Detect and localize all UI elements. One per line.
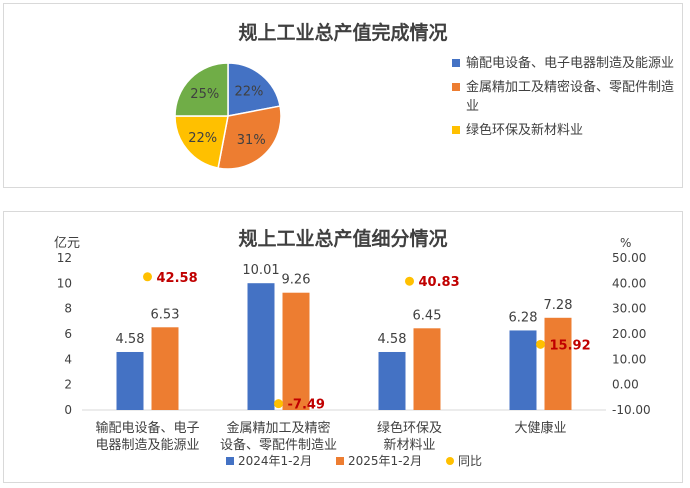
bar-2025-label: 7.28 <box>544 298 573 313</box>
bar-chart-panel: 规上工业总产值细分情况 亿元% 0 2 4 6 8 10 12 -10.00 0.00 10.00 2… <box>3 211 683 483</box>
right-axis-unit: % <box>620 236 631 250</box>
legend-label: 绿色环保及新材料业 <box>466 123 584 138</box>
bar-2024-label: 4.58 <box>378 332 407 347</box>
pie-legend: 输配电设备、电子电器制造及能源业金属精加工及精密设备、零配件制造业绿色环保及新材… <box>452 54 682 145</box>
bar-2024 <box>509 330 537 410</box>
right-tick-label: -10.00 <box>612 403 651 417</box>
pie-legend-item: 金属精加工及精密设备、零配件制造业 <box>452 78 682 116</box>
category-label: 设备、零配件制造业 <box>220 437 337 453</box>
pie-chart: 22% 31% 22% 25% <box>174 62 282 170</box>
yoy-dot <box>274 399 283 409</box>
bar-2024-label: 6.28 <box>509 310 538 325</box>
right-tick-label: 40.00 <box>612 276 646 290</box>
left-tick-label: 12 <box>57 251 72 265</box>
left-tick-label: 0 <box>64 403 72 417</box>
left-axis-unit: 亿元 <box>54 236 80 251</box>
category-label: 大健康业 <box>514 420 566 436</box>
bar-2025 <box>282 292 310 410</box>
category-label: 新材料业 <box>383 437 435 453</box>
legend-label: 金属精加工及精密设备、零配件制造业 <box>466 80 675 114</box>
bar-2025 <box>544 317 572 410</box>
pie-slice <box>217 105 282 170</box>
left-tick-label: 4 <box>64 352 72 366</box>
category-label: 电器制造及能源业 <box>95 438 199 453</box>
pie-slice <box>174 115 229 169</box>
bar-chart-title: 规上工业总产值细分情况 <box>238 228 448 250</box>
pie-chart-title: 规上工业总产值完成情况 <box>238 22 448 44</box>
left-tick-label: 10 <box>57 276 72 290</box>
bar-2025-label: 6.45 <box>413 308 442 323</box>
bar-2025-label: 6.53 <box>151 307 180 322</box>
bar-2025 <box>151 327 179 410</box>
right-tick-label: 30.00 <box>612 302 646 316</box>
yoy-label: -7.49 <box>288 398 325 413</box>
legend-label: 输配电设备、电子电器制造及能源业 <box>466 56 675 71</box>
yoy-label: 15.92 <box>550 338 591 353</box>
pie-slice-label: 31% <box>237 133 266 148</box>
category-label: 金属精加工及精密 <box>226 420 330 436</box>
yoy-label: 42.58 <box>157 271 198 286</box>
pie-slice-label: 25% <box>190 87 219 102</box>
bar-2024 <box>247 283 275 410</box>
legend-swatch <box>336 457 344 465</box>
left-tick-label: 2 <box>64 378 72 392</box>
category-label: 绿色环保及 <box>377 420 442 436</box>
bar-2024-label: 4.58 <box>116 332 145 347</box>
legend-label: 2024年1-2月 <box>238 454 312 468</box>
pie-legend-item: 绿色环保及新材料业 <box>452 121 682 140</box>
legend-swatch <box>226 457 234 465</box>
bar-2025-label: 9.26 <box>282 273 311 288</box>
pie-slice-label: 22% <box>234 85 263 100</box>
bar-chart: 亿元 % 0 2 4 6 8 10 12 -10.00 0.00 10.00 20.00 30.00 40.… <box>54 236 651 468</box>
bar-2024-label: 10.01 <box>242 263 279 278</box>
bar-2024 <box>378 351 406 410</box>
left-tick-label: 8 <box>64 302 72 316</box>
right-tick-label: 50.00 <box>612 251 646 265</box>
pie-slice <box>227 62 281 117</box>
yoy-label: 40.83 <box>419 275 460 290</box>
legend-label: 同比 <box>458 454 482 468</box>
bar-2025 <box>413 328 441 410</box>
legend-label: 2025年1-2月 <box>348 454 422 468</box>
left-tick-label: 6 <box>64 327 72 341</box>
yoy-dot <box>405 276 414 286</box>
legend-swatch <box>452 126 460 134</box>
yoy-dot <box>536 339 545 349</box>
legend-swatch <box>452 59 460 67</box>
legend-swatch <box>446 457 454 465</box>
pie-slice-label: 22% <box>188 131 217 146</box>
legend-swatch <box>452 83 460 91</box>
right-tick-label: 0.00 <box>612 378 639 392</box>
yoy-dot <box>143 272 152 282</box>
pie-slice <box>174 62 229 117</box>
right-tick-label: 20.00 <box>612 327 646 341</box>
pie-legend-item: 输配电设备、电子电器制造及能源业 <box>452 54 682 73</box>
bar-2024 <box>116 351 144 410</box>
right-tick-label: 10.00 <box>612 352 646 366</box>
pie-chart-panel: 规上工业总产值完成情况 22% 31% 22% 25% 输配电设备、电子电器制造及能源… <box>3 3 683 188</box>
category-label: 输配电设备、电子 <box>95 420 199 436</box>
